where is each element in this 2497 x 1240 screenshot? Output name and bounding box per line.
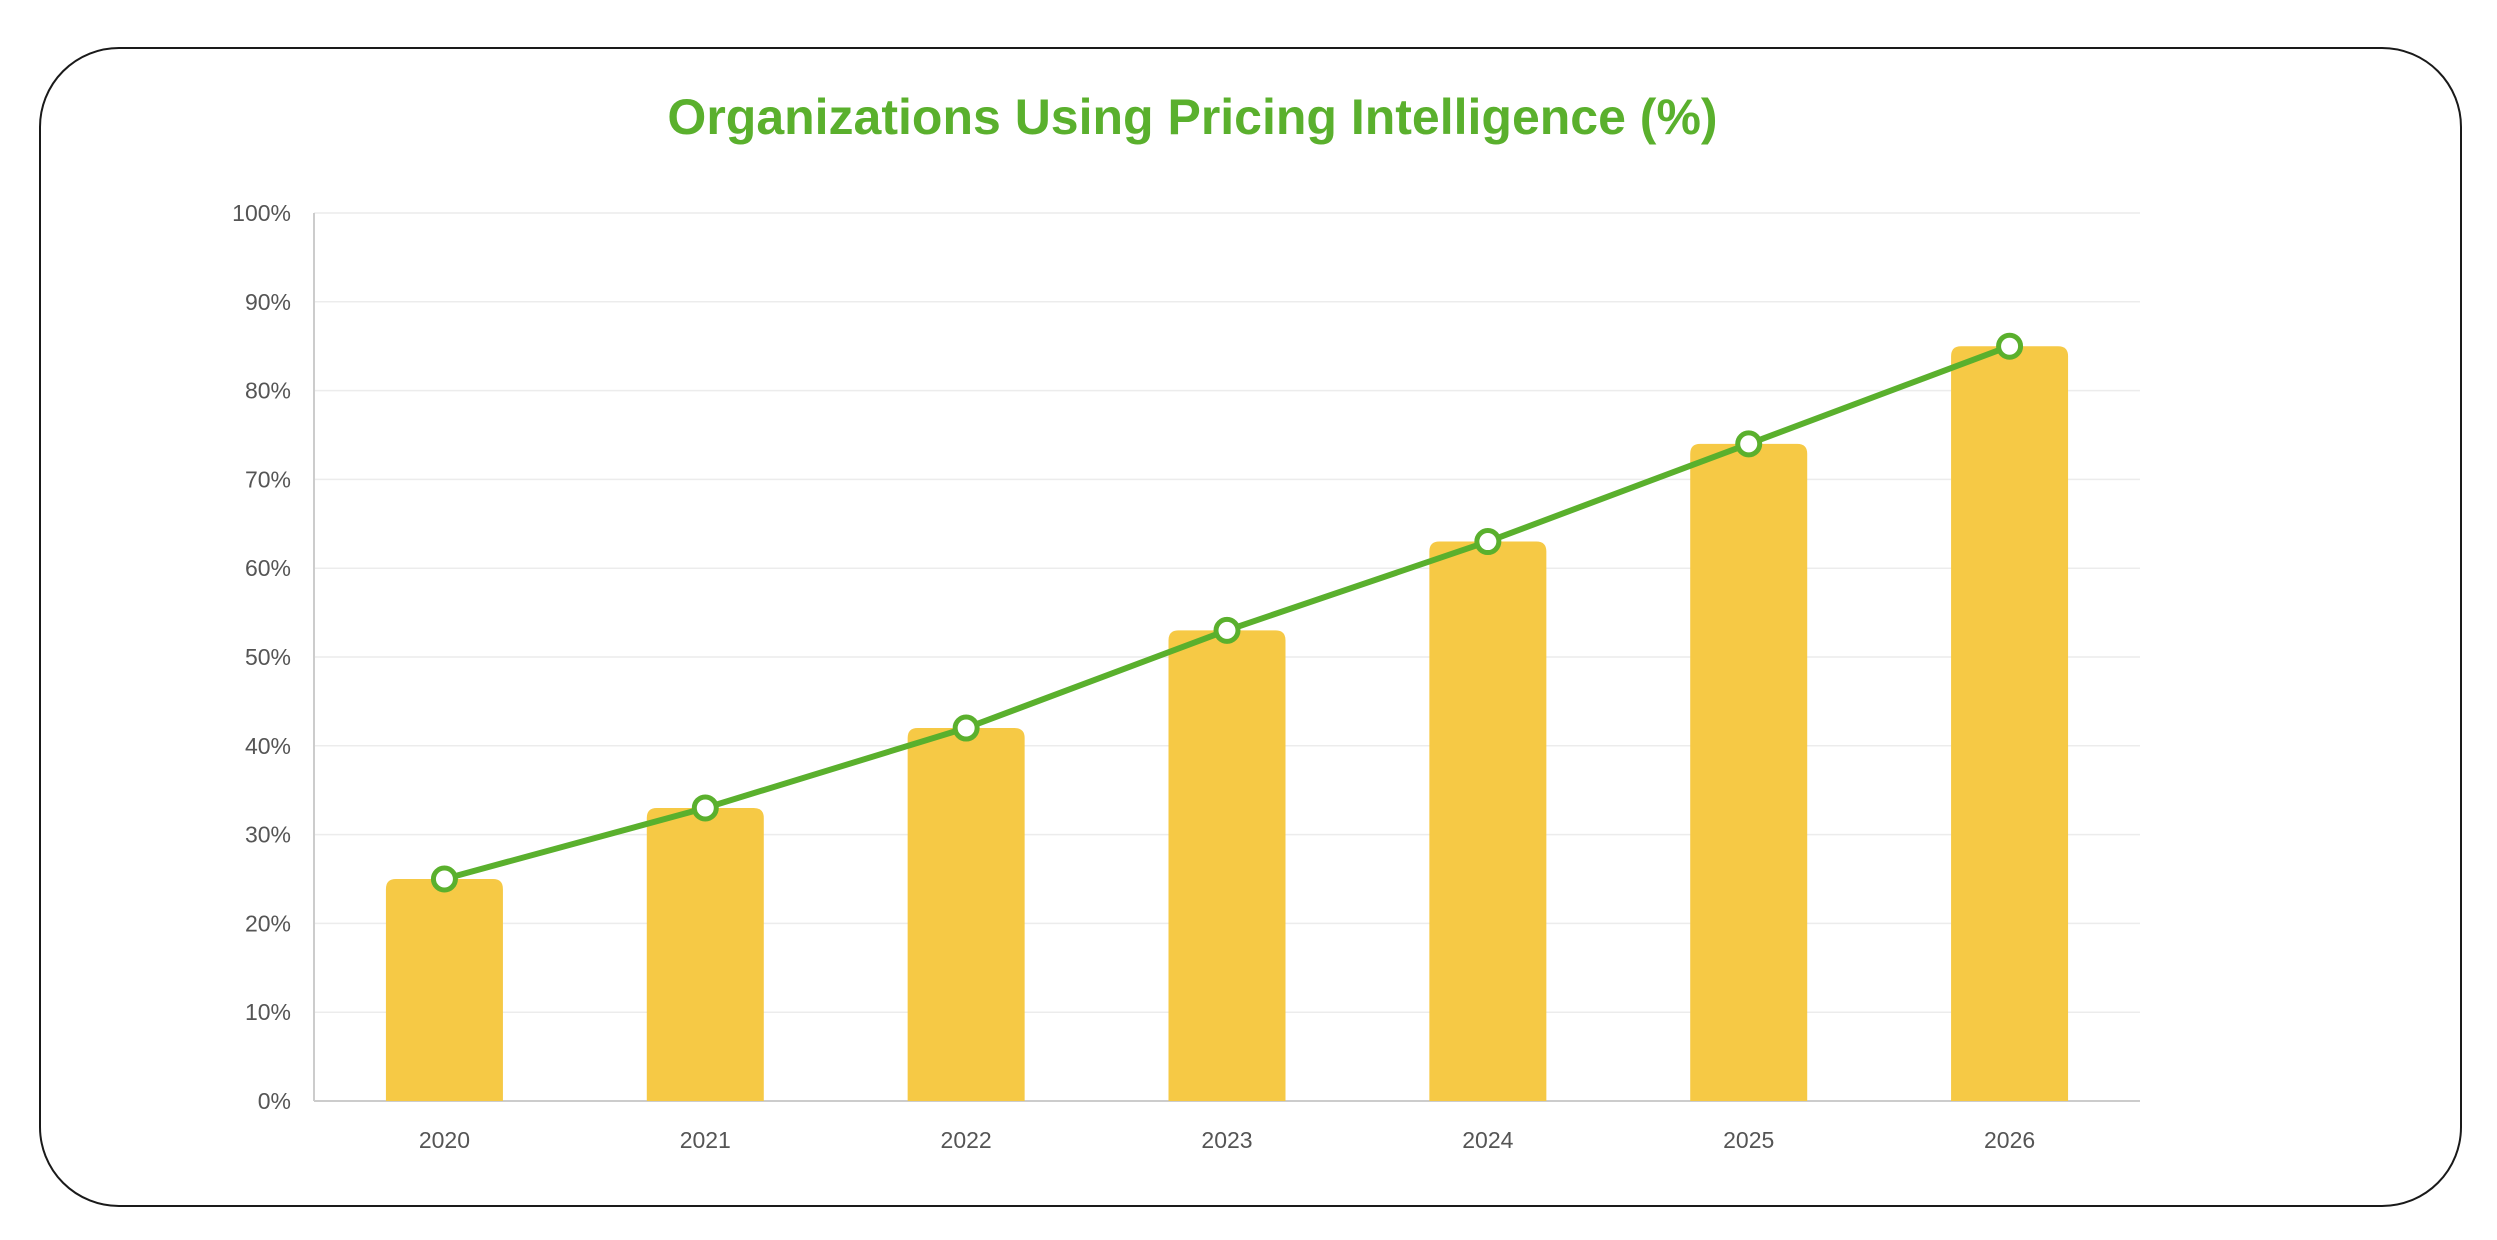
bar-2023 [1168,630,1286,1101]
line-point-2026 [1996,332,2024,360]
trend-line-series [430,332,2024,893]
x-tick-label-2024: 2024 [1462,1127,1513,1153]
bar-series [385,346,2069,1101]
y-tick-label-100pct: 100% [232,200,291,226]
x-tick-label-2023: 2023 [1201,1127,1252,1153]
chart-title: Organizations Using Pricing Intelligence… [667,89,1718,145]
line-point-2021 [691,794,719,822]
bar-2024 [1429,541,1547,1101]
bar-2026 [1951,346,2069,1101]
line-point-2022 [952,714,980,742]
x-tick-labels: 2020 2021 2022 2023 2024 2025 2026 [419,1127,2035,1153]
bar-2022 [907,728,1025,1101]
y-tick-label-70pct: 70% [245,466,291,492]
y-tick-label-40pct: 40% [245,733,291,759]
y-tick-labels: 0% 10% 20% 30% 40% 50% 60% 70% 80% 90% 100% [232,200,291,1114]
y-tick-label-10pct: 10% [245,999,291,1025]
line-point-2023 [1213,616,1241,644]
bar-2020 [385,879,503,1101]
line-point-2020 [430,865,458,893]
y-tick-label-80pct: 80% [245,378,291,404]
y-tick-label-30pct: 30% [245,822,291,848]
y-tick-label-90pct: 90% [245,289,291,315]
x-tick-label-2020: 2020 [419,1127,470,1153]
y-tick-label-0pct: 0% [258,1088,291,1114]
line-point-2024 [1474,528,1502,556]
line-point-2025 [1735,430,1763,458]
bar-2025 [1690,443,1808,1101]
x-tick-label-2026: 2026 [1984,1127,2035,1153]
x-tick-label-2025: 2025 [1723,1127,1774,1153]
bar-2021 [646,807,764,1101]
y-tick-label-50pct: 50% [245,644,291,670]
y-tick-label-60pct: 60% [245,555,291,581]
x-tick-label-2021: 2021 [680,1127,731,1153]
y-tick-label-20pct: 20% [245,910,291,936]
x-tick-label-2022: 2022 [941,1127,992,1153]
